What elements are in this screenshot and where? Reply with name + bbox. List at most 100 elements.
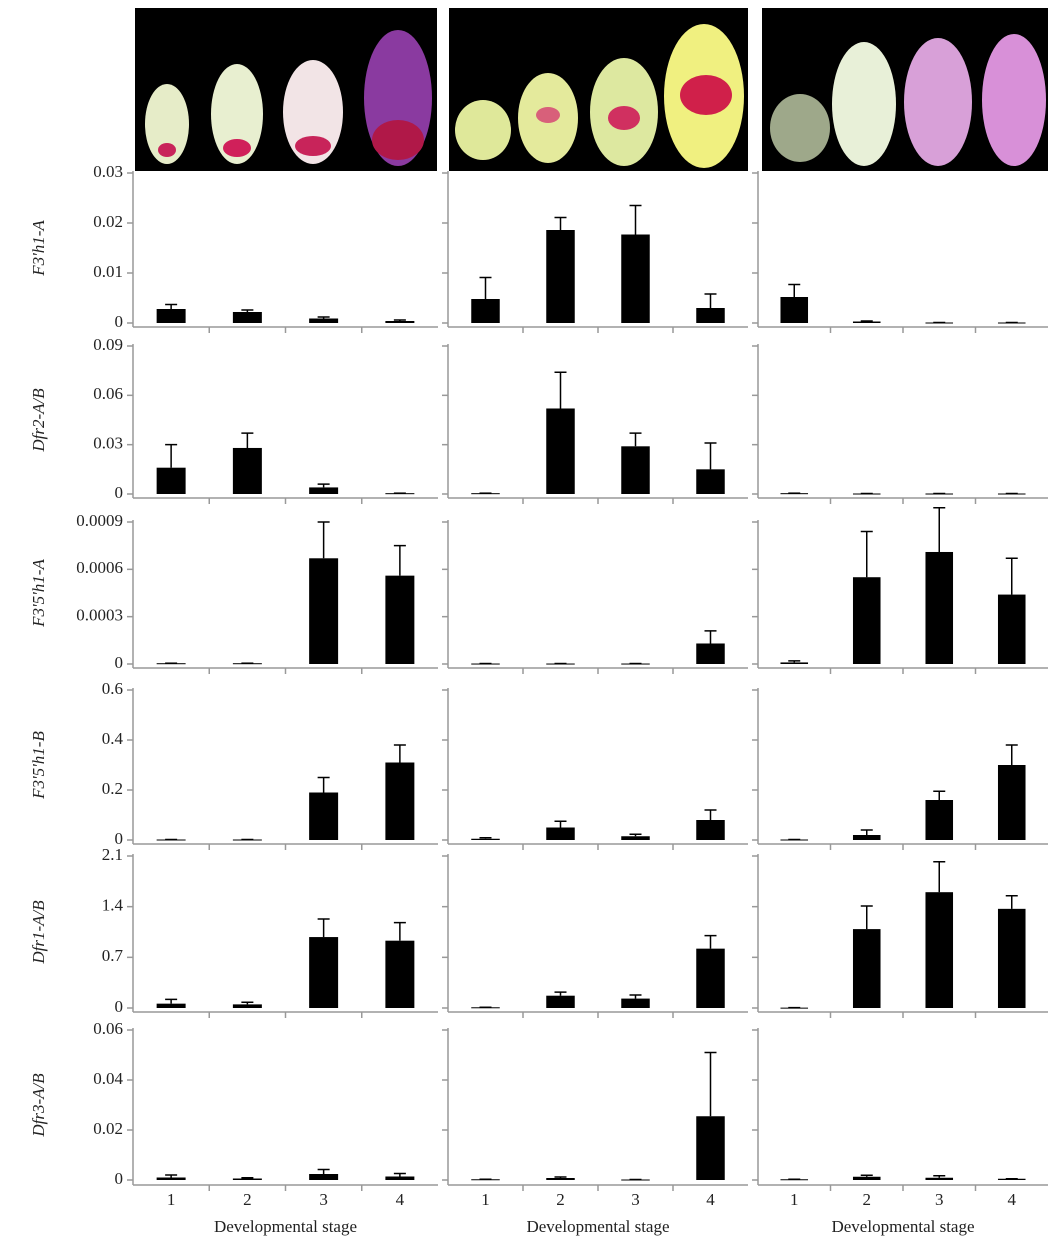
y-axis-label: F3'5'h1-A bbox=[29, 559, 48, 628]
error-bar bbox=[629, 994, 642, 999]
y-tick-label: 2.1 bbox=[102, 845, 123, 864]
error-bar bbox=[393, 319, 406, 321]
x-axis-label: Developmental stage bbox=[526, 1217, 669, 1236]
bar bbox=[546, 995, 575, 1008]
bar bbox=[997, 594, 1026, 664]
y-tick-label: 0.4 bbox=[102, 729, 124, 748]
x-tick-label: 3 bbox=[319, 1190, 328, 1209]
bar bbox=[852, 835, 881, 840]
error-bar bbox=[317, 776, 330, 793]
y-tick-label: 0.02 bbox=[93, 212, 123, 231]
bar bbox=[546, 1178, 575, 1180]
bar bbox=[621, 998, 650, 1008]
petal bbox=[904, 38, 972, 166]
y-tick-label: 0.2 bbox=[102, 779, 123, 798]
bar bbox=[385, 940, 415, 1008]
y-tick-label: 0.09 bbox=[93, 335, 123, 354]
bar bbox=[997, 908, 1026, 1008]
error-bar bbox=[165, 443, 178, 468]
error-bar bbox=[393, 544, 406, 576]
bar bbox=[385, 321, 415, 323]
error-bar bbox=[479, 276, 492, 299]
y-tick-label: 0.06 bbox=[93, 1019, 123, 1038]
petal bbox=[283, 60, 343, 164]
error-bar bbox=[241, 309, 254, 312]
error-bar bbox=[933, 790, 946, 800]
bar bbox=[696, 1116, 725, 1180]
petal bbox=[455, 100, 511, 160]
error-bar bbox=[860, 320, 873, 322]
y-axis-label: F3'5'h1-B bbox=[29, 731, 48, 800]
error-bar bbox=[317, 1168, 330, 1174]
bar bbox=[309, 792, 339, 840]
error-bar bbox=[704, 809, 717, 820]
error-bar bbox=[317, 316, 330, 319]
error-bar bbox=[933, 861, 946, 893]
error-bar bbox=[1005, 895, 1018, 909]
error-bar bbox=[933, 1175, 946, 1178]
petal-spot bbox=[372, 120, 424, 160]
error-bar bbox=[241, 432, 254, 448]
error-bar bbox=[860, 530, 873, 578]
bar bbox=[232, 447, 262, 494]
bar bbox=[696, 948, 725, 1008]
x-tick-label: 3 bbox=[631, 1190, 640, 1209]
error-bar bbox=[554, 371, 567, 409]
x-tick-label: 1 bbox=[481, 1190, 490, 1209]
error-bar bbox=[241, 1001, 254, 1005]
error-bar bbox=[933, 507, 946, 552]
bar bbox=[309, 318, 339, 323]
bar bbox=[546, 827, 575, 840]
y-tick-label: 0 bbox=[115, 829, 124, 848]
bar bbox=[156, 1177, 186, 1180]
error-bar bbox=[704, 293, 717, 308]
x-axis-label: Developmental stage bbox=[831, 1217, 974, 1236]
y-tick-label: 0 bbox=[115, 997, 124, 1016]
bar bbox=[925, 892, 954, 1008]
error-bar bbox=[704, 934, 717, 949]
petal bbox=[982, 34, 1046, 166]
bar bbox=[471, 299, 500, 323]
bar bbox=[156, 467, 186, 494]
error-bar bbox=[165, 303, 178, 309]
bar bbox=[621, 234, 650, 323]
error-bar bbox=[704, 1051, 717, 1117]
bar bbox=[852, 929, 881, 1008]
bar bbox=[852, 321, 881, 323]
error-bar bbox=[554, 1176, 567, 1178]
y-tick-label: 0 bbox=[115, 312, 124, 331]
error-bar bbox=[860, 905, 873, 930]
error-bar bbox=[629, 204, 642, 235]
y-tick-label: 0 bbox=[115, 1169, 124, 1188]
bar bbox=[232, 1004, 262, 1008]
bar bbox=[309, 937, 339, 1008]
petal bbox=[145, 84, 189, 164]
bar bbox=[385, 1176, 415, 1180]
bar bbox=[621, 836, 650, 840]
petal-spot bbox=[680, 75, 732, 115]
bar bbox=[546, 408, 575, 494]
bar bbox=[156, 309, 186, 323]
y-axis-label: F3'h1-A bbox=[29, 220, 48, 277]
y-tick-label: 0.02 bbox=[93, 1119, 123, 1138]
error-bar bbox=[393, 921, 406, 941]
x-tick-label: 4 bbox=[1008, 1190, 1017, 1209]
x-tick-label: 2 bbox=[556, 1190, 565, 1209]
petal bbox=[832, 42, 896, 166]
error-bar bbox=[317, 483, 330, 488]
petal-spot bbox=[158, 143, 176, 157]
error-bar bbox=[704, 630, 717, 644]
bar bbox=[232, 312, 262, 323]
y-axis-label: Dfr3-A/B bbox=[29, 1073, 48, 1138]
y-tick-label: 0 bbox=[115, 653, 124, 672]
petal bbox=[211, 64, 263, 164]
y-tick-label: 0.06 bbox=[93, 384, 123, 403]
error-bar bbox=[629, 833, 642, 837]
error-bar bbox=[393, 744, 406, 763]
x-tick-label: 4 bbox=[396, 1190, 405, 1209]
error-bar bbox=[317, 918, 330, 938]
y-axis-label: Dfr2-A/B bbox=[29, 388, 48, 453]
bar bbox=[925, 800, 954, 840]
y-tick-label: 0.6 bbox=[102, 679, 123, 698]
bar bbox=[156, 1003, 186, 1008]
